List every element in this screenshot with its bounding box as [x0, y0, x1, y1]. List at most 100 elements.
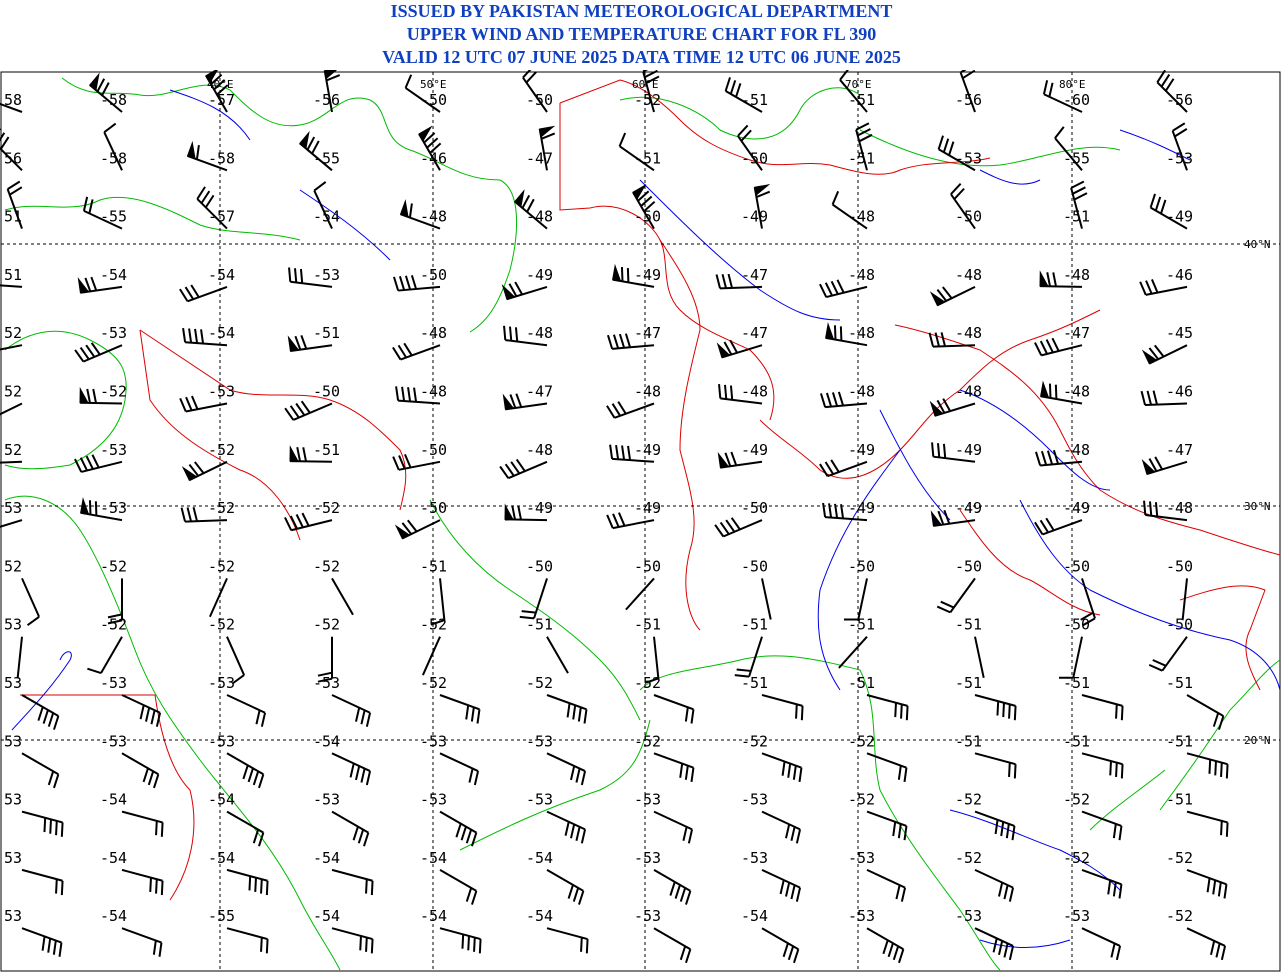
- wind-barb: [331, 868, 374, 896]
- wind-barb: [331, 927, 374, 954]
- temperature-value: 52: [4, 441, 22, 459]
- wind-barb: [618, 132, 655, 172]
- wind-barb: [74, 342, 123, 363]
- wind-barb: [734, 636, 763, 678]
- wind-barb: [929, 398, 976, 417]
- wind-barb: [331, 810, 370, 847]
- wind-barb: [121, 752, 160, 789]
- temperature-value: -51: [313, 441, 340, 459]
- wind-barb: [653, 694, 695, 724]
- wind-barb: [226, 752, 265, 789]
- wind-barb: [1186, 868, 1228, 899]
- temperature-value: -52: [634, 674, 661, 692]
- wind-barb: [439, 694, 481, 724]
- temperature-value: -57: [208, 91, 235, 109]
- wind-barb: [121, 810, 164, 837]
- temperature-value: -48: [420, 208, 447, 226]
- temperature-value: -53: [313, 791, 340, 809]
- wind-barb: [819, 459, 868, 478]
- wind-barb: [653, 752, 695, 782]
- temperature-value: -48: [1063, 383, 1090, 401]
- temperature-value: -49: [741, 441, 768, 459]
- temperature-value: -50: [634, 557, 661, 575]
- temperature-value: -50: [1063, 616, 1090, 634]
- wind-barb: [936, 577, 976, 614]
- wind-barb: [1034, 337, 1083, 357]
- wind-barb: [1171, 122, 1188, 171]
- temperature-value: -50: [1063, 557, 1090, 575]
- temperature-value: -52: [100, 616, 127, 634]
- wind-barb: [439, 810, 478, 847]
- temperature-value: -47: [526, 149, 553, 167]
- temperature-value: -53: [848, 849, 875, 867]
- temperature-value: -51: [955, 674, 982, 692]
- longitude-label: 70°E: [845, 78, 872, 91]
- temperature-value: -53: [955, 149, 982, 167]
- temperature-value: -53: [741, 849, 768, 867]
- wind-barb: [1186, 694, 1225, 730]
- temperature-value: 52: [4, 324, 22, 342]
- temperature-value: -51: [1063, 674, 1090, 692]
- wind-barb: [226, 636, 245, 685]
- temperature-value: -48: [848, 324, 875, 342]
- temperature-value: -54: [420, 907, 447, 925]
- temperature-value: -48: [420, 324, 447, 342]
- temperature-value: -48: [741, 383, 768, 401]
- wind-barb: [606, 333, 655, 350]
- country-borders: [20, 79, 1281, 901]
- wind-barb: [715, 273, 763, 290]
- wind-barb: [632, 183, 656, 230]
- wind-barb: [77, 276, 123, 294]
- temperature-value: -52: [1063, 849, 1090, 867]
- temperature-value: 52: [4, 383, 22, 401]
- temperature-value: -50: [420, 499, 447, 517]
- wind-barb: [399, 199, 441, 230]
- wind-barb: [502, 393, 548, 411]
- temperature-value: -47: [526, 383, 553, 401]
- wind-barb: [974, 636, 985, 678]
- temperature-value: 53: [4, 674, 22, 692]
- temperature-value: -54: [313, 208, 340, 226]
- wind-barb: [0, 519, 23, 528]
- wind-barb: [1156, 70, 1188, 113]
- wind-barb: [1081, 927, 1122, 961]
- temperature-value: -48: [848, 208, 875, 226]
- wind-barb: [724, 77, 763, 113]
- temperature-value: -54: [100, 791, 127, 809]
- temperature-value: -51: [741, 616, 768, 634]
- temperature-value: 53: [4, 499, 22, 517]
- wind-barb: [716, 339, 763, 359]
- temperature-value: -50: [955, 208, 982, 226]
- wind-barb: [82, 196, 123, 230]
- temperature-value: -53: [100, 674, 127, 692]
- temperature-value: -53: [741, 791, 768, 809]
- temperature-value: 53: [4, 907, 22, 925]
- temperature-value: -54: [208, 849, 235, 867]
- wind-barb: [331, 752, 372, 786]
- wind-barb: [1039, 270, 1083, 288]
- temperature-value: -46: [1166, 266, 1193, 284]
- wind-barb: [546, 752, 587, 786]
- temperature-value: -48: [420, 383, 447, 401]
- wind-barb: [21, 752, 60, 789]
- wind-barb: [974, 868, 1015, 902]
- wind-barb: [284, 512, 333, 532]
- temperature-value: -51: [1166, 674, 1193, 692]
- wind-barb: [107, 578, 123, 625]
- temperature-value: -56: [955, 91, 982, 109]
- wind-barb: [418, 125, 442, 171]
- wind-barb: [928, 332, 976, 348]
- temperature-value: -50: [1166, 557, 1193, 575]
- wind-barb: [439, 869, 478, 905]
- temperature-value: -50: [420, 441, 447, 459]
- wind-barb: [866, 810, 908, 841]
- wind-barb: [653, 810, 694, 844]
- temperature-value: -50: [420, 91, 447, 109]
- temperature-value: -53: [208, 732, 235, 750]
- temperature-value: -51: [1063, 732, 1090, 750]
- wind-barb: [226, 810, 265, 847]
- temperature-value: -52: [420, 674, 447, 692]
- wind-barb: [1058, 636, 1083, 679]
- wind-barb: [394, 519, 441, 540]
- wind-barb: [0, 460, 23, 464]
